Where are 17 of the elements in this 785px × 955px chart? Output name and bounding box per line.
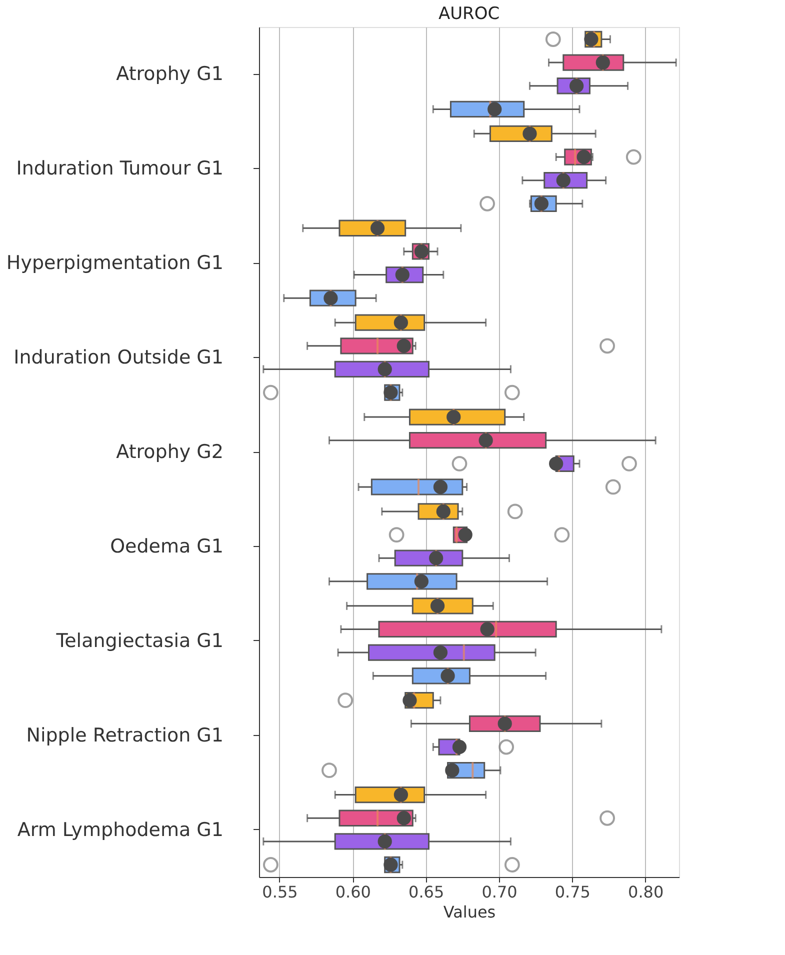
x-tick-label: 0.65 [408,882,444,902]
y-tick-label: Atrophy G1 [116,63,224,86]
y-tick-label: Nipple Retraction G1 [26,724,224,746]
x-tick-label: 0.55 [262,882,298,902]
y-tick-label: Atrophy G2 [116,441,224,463]
y-tick-label: Induration Outside G1 [14,346,224,369]
y-tick-label: Arm Lymphodema G1 [17,818,224,841]
x-tick-label: 0.70 [482,882,518,902]
x-tick-label: 0.60 [335,882,371,902]
y-tick-label: Hyperpigmentation G1 [6,252,224,274]
x-tick-label: 0.80 [628,882,664,902]
x-tick-label: 0.75 [554,882,590,902]
x-axis-title: Values [443,902,496,922]
y-tick-label: Telangiectasia G1 [55,630,224,652]
y-tick-label: Induration Tumour G1 [16,158,224,180]
y-tick-label: Oedema G1 [110,535,224,558]
chart-title: AUROC [438,4,500,24]
